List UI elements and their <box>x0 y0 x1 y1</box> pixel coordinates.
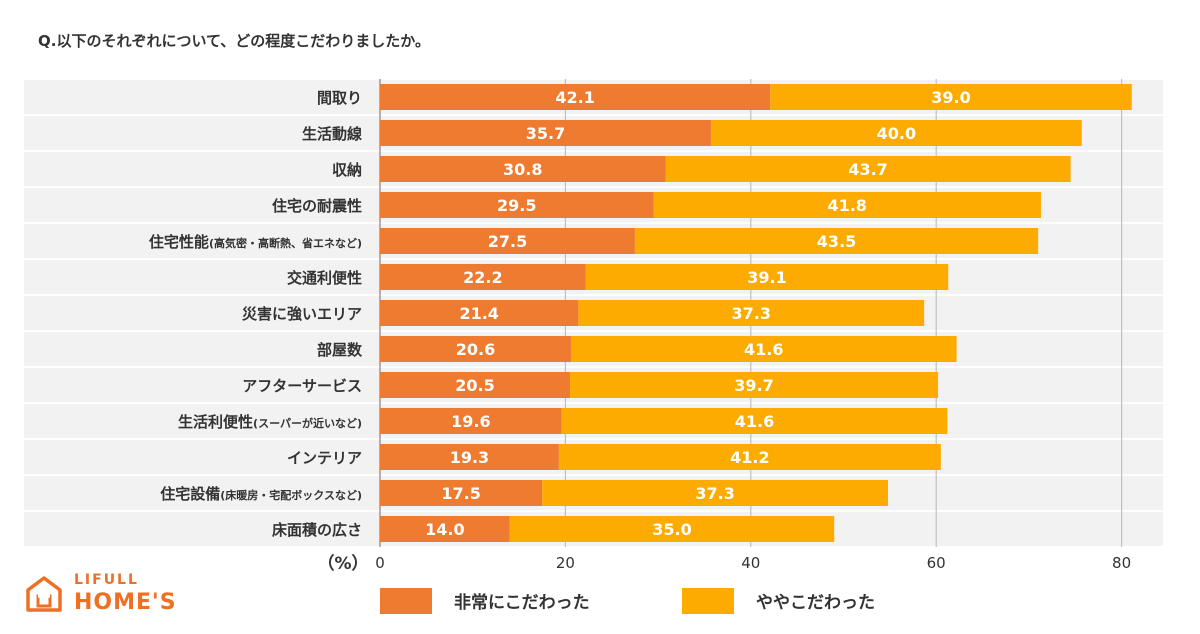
category-label-sub: (高気密・高断熱、省エネなど) <box>209 236 362 250</box>
category-label: 生活利便性(スーパーが近いなど) <box>178 413 362 431</box>
bar-somewhat-particular <box>770 84 1132 110</box>
bar-somewhat-particular <box>585 264 949 290</box>
chart-title: Q.以下のそれぞれについて、どの程度こだわりましたか。 <box>38 32 430 50</box>
legend-label: 非常にこだわった <box>454 592 590 613</box>
lifull-homes-logo: LIFULL HOME'S <box>24 572 204 618</box>
bar-very-particular <box>380 408 562 434</box>
bar-very-particular <box>380 444 559 470</box>
data-label: 41.8 <box>827 196 866 215</box>
bar-very-particular <box>380 300 579 326</box>
category-label: 間取り <box>317 89 362 107</box>
data-label: 20.5 <box>455 376 494 395</box>
data-label: 39.1 <box>747 268 786 287</box>
data-label: 19.6 <box>451 412 490 431</box>
bar-somewhat-particular <box>710 120 1082 146</box>
category-label-main: アフターサービス <box>242 377 362 395</box>
bar-somewhat-particular <box>578 300 925 326</box>
category-label: 床面積の広さ <box>272 521 362 539</box>
category-label: 住宅性能(高気密・高断熱、省エネなど) <box>149 233 362 251</box>
data-label: 35.0 <box>652 520 691 539</box>
category-label-main: 交通利便性 <box>287 269 362 287</box>
category-label-main: 生活動線 <box>302 125 362 143</box>
x-tick-label: 80 <box>1112 554 1131 572</box>
unit-label: （%） <box>317 553 368 574</box>
logo-text-bottom: HOME'S <box>74 590 177 615</box>
category-label-main: 生活利便性 <box>178 413 253 431</box>
house-icon <box>26 576 62 612</box>
bar-somewhat-particular <box>665 156 1071 182</box>
category-label-main: 災害に強いエリア <box>242 305 362 323</box>
bar-somewhat-particular <box>570 336 957 362</box>
category-label: 災害に強いエリア <box>242 305 362 323</box>
category-label: 住宅設備(床暖房・宅配ボックスなど) <box>160 485 362 503</box>
logo-text-top: LIFULL <box>74 572 139 588</box>
legend-swatch <box>380 588 432 614</box>
bar-somewhat-particular <box>570 372 939 398</box>
data-label: 41.6 <box>735 412 774 431</box>
category-label-sub: (床暖房・宅配ボックスなど) <box>220 488 362 502</box>
category-label-main: 住宅設備 <box>160 485 220 503</box>
data-label: 42.1 <box>555 88 594 107</box>
bar-very-particular <box>380 84 771 110</box>
bar-somewhat-particular <box>634 228 1039 254</box>
category-label: 部屋数 <box>317 341 363 359</box>
data-label: 40.0 <box>877 124 916 143</box>
data-label: 22.2 <box>463 268 502 287</box>
data-label: 43.5 <box>817 232 856 251</box>
data-label: 43.7 <box>848 160 887 179</box>
category-label: 交通利便性 <box>287 269 362 287</box>
data-label: 21.4 <box>459 304 498 323</box>
bar-somewhat-particular <box>509 516 835 542</box>
data-label: 29.5 <box>497 196 536 215</box>
data-label: 37.3 <box>695 484 734 503</box>
category-label: 収納 <box>332 161 362 179</box>
category-label-main: 間取り <box>317 89 362 107</box>
bar-somewhat-particular <box>558 444 941 470</box>
bar-somewhat-particular <box>561 408 948 434</box>
legend-swatch <box>682 588 734 614</box>
x-tick-label: 60 <box>927 554 946 572</box>
bar-very-particular <box>380 480 543 506</box>
category-label: インテリア <box>287 449 362 467</box>
legend-label: ややこだわった <box>756 593 875 613</box>
data-label: 17.5 <box>441 484 480 503</box>
data-label: 14.0 <box>425 520 464 539</box>
x-tick-label: 40 <box>741 554 760 572</box>
data-label: 39.0 <box>931 88 970 107</box>
data-label: 41.2 <box>730 448 769 467</box>
bar-very-particular <box>380 372 571 398</box>
x-tick-label: 20 <box>556 554 575 572</box>
bar-very-particular <box>380 192 654 218</box>
category-label-main: 部屋数 <box>317 341 363 359</box>
bar-very-particular <box>380 336 571 362</box>
bar-somewhat-particular <box>542 480 888 506</box>
data-label: 19.3 <box>450 448 489 467</box>
category-label: 住宅の耐震性 <box>272 197 362 215</box>
data-label: 27.5 <box>488 232 527 251</box>
bar-very-particular <box>380 120 711 146</box>
data-label: 35.7 <box>526 124 565 143</box>
category-label: アフターサービス <box>242 377 362 395</box>
bar-somewhat-particular <box>653 192 1041 218</box>
bar-very-particular <box>380 156 666 182</box>
data-label: 30.8 <box>503 160 542 179</box>
category-label: 生活動線 <box>302 125 362 143</box>
category-label-main: 住宅の耐震性 <box>272 197 362 215</box>
category-label-main: 床面積の広さ <box>272 521 362 539</box>
bar-very-particular <box>380 264 586 290</box>
data-label: 39.7 <box>734 376 773 395</box>
bar-very-particular <box>380 228 635 254</box>
category-label-main: 収納 <box>332 161 362 179</box>
data-label: 41.6 <box>744 340 783 359</box>
x-tick-label: 0 <box>375 554 385 572</box>
bar-very-particular <box>380 516 510 542</box>
category-label-main: インテリア <box>287 449 362 467</box>
data-label: 20.6 <box>456 340 495 359</box>
category-label-sub: (スーパーが近いなど) <box>253 416 362 430</box>
data-label: 37.3 <box>732 304 771 323</box>
category-label-main: 住宅性能 <box>149 233 209 251</box>
